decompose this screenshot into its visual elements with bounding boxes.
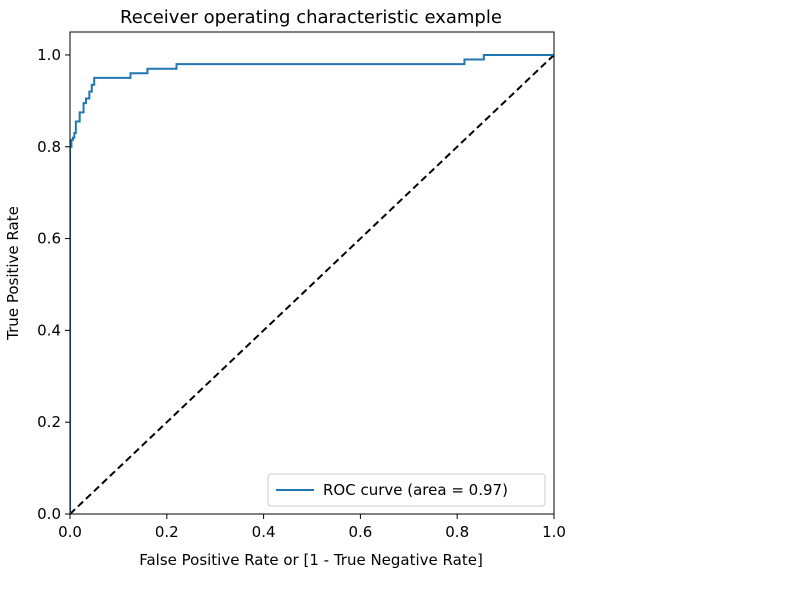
x-tick-label: 1.0 <box>542 523 566 541</box>
legend: ROC curve (area = 0.97) <box>267 473 546 507</box>
y-tick-label: 1.0 <box>37 46 61 64</box>
y-tick-label: 0.2 <box>37 413 61 431</box>
y-axis-ticks: 0.0 0.2 0.4 0.6 0.8 1.0 <box>37 46 70 523</box>
axes-frame <box>69 31 555 515</box>
y-tick-label: 0.0 <box>37 505 61 523</box>
chart-title: Receiver operating characteristic exampl… <box>120 7 502 28</box>
legend-label-roc: ROC curve (area = 0.97) <box>323 481 508 499</box>
legend-box <box>267 473 546 507</box>
x-tick-label: 0.4 <box>252 523 276 541</box>
x-axis-label: False Positive Rate or [1 - True Negativ… <box>139 551 483 569</box>
x-tick-label: 0.0 <box>58 523 82 541</box>
y-axis-label: True Positive Rate <box>4 206 22 341</box>
chance-diagonal-line <box>70 54 554 514</box>
x-tick-label: 0.2 <box>155 523 179 541</box>
roc-curve-line <box>70 53 554 514</box>
y-tick-label: 0.4 <box>37 321 61 339</box>
y-tick-label: 0.8 <box>37 138 61 156</box>
y-tick-label: 0.6 <box>37 230 61 248</box>
x-axis-ticks: 0.0 0.2 0.4 0.6 0.8 1.0 <box>58 514 566 541</box>
x-tick-label: 0.8 <box>445 523 469 541</box>
plot-area <box>70 53 554 514</box>
x-tick-label: 0.6 <box>348 523 372 541</box>
